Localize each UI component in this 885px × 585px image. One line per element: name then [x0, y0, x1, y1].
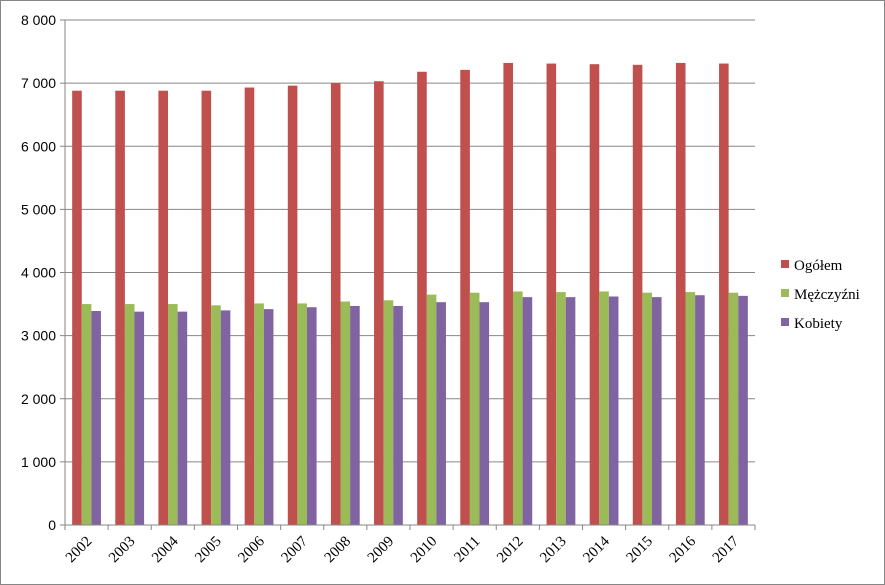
bar-kobiety-2006 [263, 309, 274, 525]
bar-ogółem-2015 [632, 64, 643, 525]
bar-kobiety-2011 [479, 302, 490, 525]
bar-ogółem-2017 [719, 63, 729, 526]
x-tick-label: 2015 [623, 534, 656, 567]
legend: Ogółem Mężczyźni Kobiety [781, 258, 860, 332]
x-tick-label: 2007 [278, 533, 311, 566]
bar-ogółem-2003 [115, 90, 125, 525]
x-tick-label: 2006 [235, 533, 268, 566]
y-tick-label: 6 000 [21, 138, 56, 154]
legend-swatch [781, 289, 789, 297]
x-tick-label: 2010 [408, 534, 441, 567]
x-tick-label: 2004 [149, 533, 182, 566]
y-tick-label: 3 000 [21, 328, 56, 344]
x-tick-label: 2008 [322, 534, 355, 567]
bar-kobiety-2016 [695, 295, 705, 525]
bar-mężczyźni-2014 [599, 291, 609, 525]
x-tick-label: 2012 [494, 534, 527, 567]
x-tick-label: 2009 [365, 534, 398, 567]
bar-kobiety-2014 [608, 296, 619, 525]
bar-kobiety-2013 [565, 297, 576, 525]
bar-ogółem-2011 [460, 69, 470, 526]
bar-ogółem-2004 [158, 90, 169, 525]
bar-ogółem-2002 [72, 90, 82, 525]
bar-kobiety-2005 [220, 310, 231, 525]
bar-ogółem-2010 [417, 71, 427, 525]
bar-ogółem-2012 [503, 62, 514, 526]
x-axis-tick-labels: 2002 2003 2004 2005 2006 2007 2008 2009 2010 2011… [63, 533, 743, 566]
bar-kobiety-2004 [177, 311, 188, 525]
bar-kobiety-2008 [350, 305, 360, 525]
y-tick-label: 1 000 [21, 454, 56, 470]
y-tick-label: 8 000 [21, 12, 56, 28]
legend-label: Mężczyźni [794, 287, 860, 303]
x-tick-label: 2011 [451, 534, 483, 566]
bar-mężczyźni-2003 [124, 304, 135, 525]
y-axis-tick-labels: 0 1 000 2 000 3 000 4 000 5 000 6 000 7 000 8 00… [21, 12, 56, 533]
y-tick-label: 7 000 [21, 75, 56, 91]
x-tick-label: 2013 [537, 534, 570, 567]
bar-mężczyźni-2010 [426, 294, 437, 525]
bar-mężczyźni-2002 [81, 304, 92, 525]
legend-swatch [781, 318, 789, 326]
y-tick-label: 4 000 [21, 265, 56, 281]
bar-kobiety-2012 [522, 297, 533, 525]
bar-kobiety-2007 [306, 307, 317, 525]
bar-kobiety-2015 [651, 297, 662, 525]
bar-mężczyźni-2013 [556, 292, 566, 525]
bar-ogółem-2006 [244, 87, 255, 525]
bar-mężczyźni-2006 [254, 303, 264, 525]
x-tick-label: 2017 [710, 533, 743, 566]
bar-ogółem-2009 [374, 81, 384, 525]
y-tick-label: 2 000 [21, 391, 56, 407]
bar-kobiety-2009 [393, 305, 403, 525]
bar-mężczyźni-2008 [340, 301, 351, 525]
x-tick-label: 2002 [63, 534, 96, 567]
bar-mężczyźni-2015 [642, 292, 652, 525]
bar-mężczyźni-2004 [168, 304, 178, 525]
x-tick-label: 2005 [192, 534, 225, 567]
y-tick-label: 5 000 [21, 201, 56, 217]
y-tick-label: 0 [48, 517, 56, 533]
bar-mężczyźni-2012 [513, 291, 523, 525]
bar-mężczyźni-2016 [685, 292, 696, 525]
bar-kobiety-2017 [738, 295, 748, 525]
bar-kobiety-2003 [134, 311, 145, 525]
bar-kobiety-2002 [91, 311, 101, 525]
bar-ogółem-2016 [675, 62, 686, 526]
legend-label: Ogółem [794, 258, 843, 274]
legend-label: Kobiety [794, 316, 843, 332]
bar-ogółem-2008 [330, 83, 341, 525]
legend-swatch [781, 260, 789, 268]
bar-kobiety-2010 [436, 302, 446, 525]
bar-mężczyźni-2011 [469, 292, 480, 525]
bars [72, 62, 748, 526]
bar-ogółem-2007 [287, 85, 298, 526]
bar-ogółem-2013 [546, 63, 557, 526]
bar-mężczyźni-2005 [211, 305, 221, 525]
bar-mężczyźni-2007 [297, 303, 307, 525]
bar-mężczyźni-2009 [383, 300, 394, 525]
bar-ogółem-2014 [589, 64, 600, 525]
bar-ogółem-2005 [201, 90, 212, 525]
bar-mężczyźni-2017 [728, 292, 739, 525]
x-tick-label: 2016 [667, 533, 700, 566]
x-tick-label: 2014 [580, 533, 613, 566]
axes [60, 19, 756, 530]
x-tick-label: 2003 [106, 534, 139, 567]
